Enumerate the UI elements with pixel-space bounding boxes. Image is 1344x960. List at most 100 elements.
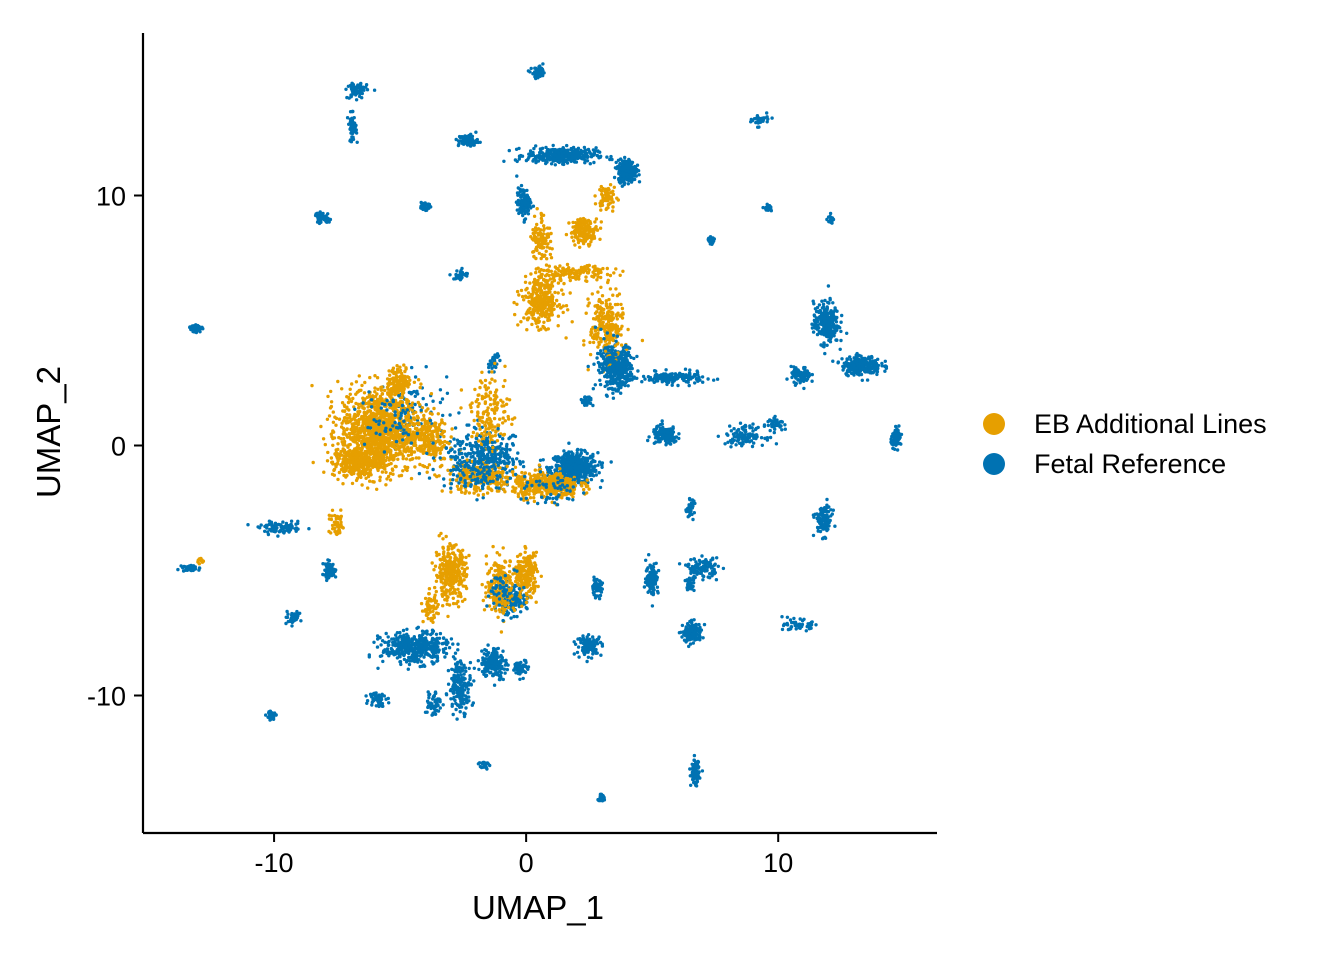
data-point — [596, 463, 600, 467]
data-point — [354, 93, 358, 97]
data-point — [446, 668, 451, 673]
data-point — [739, 433, 744, 437]
data-point — [600, 642, 604, 646]
data-point — [742, 435, 747, 439]
data-point — [689, 618, 694, 622]
data-point — [490, 651, 494, 655]
data-point — [591, 649, 595, 653]
data-point — [671, 426, 675, 431]
data-point — [416, 625, 420, 629]
data-point — [687, 377, 691, 381]
data-point — [579, 448, 584, 452]
data-point — [360, 96, 364, 100]
data-point — [577, 655, 581, 659]
data-point — [477, 667, 481, 672]
data-point — [628, 370, 633, 374]
data-point — [564, 153, 568, 158]
data-point — [636, 169, 641, 173]
data-point — [812, 313, 816, 317]
data-point — [626, 384, 630, 388]
data-point — [736, 427, 741, 432]
data-point — [520, 210, 524, 215]
data-point — [480, 662, 484, 667]
data-point — [651, 570, 655, 574]
data-point — [894, 424, 898, 429]
data-point — [691, 777, 695, 782]
data-point — [811, 330, 816, 334]
data-point — [792, 380, 796, 384]
data-point — [532, 146, 536, 151]
data-point — [737, 437, 741, 442]
data-point — [627, 165, 632, 170]
data-point — [693, 381, 697, 385]
data-point — [436, 645, 440, 649]
data-point — [818, 529, 823, 534]
data-point — [650, 604, 655, 608]
data-point — [754, 433, 759, 437]
data-point — [593, 383, 597, 387]
data-point — [544, 145, 548, 150]
data-point — [613, 371, 617, 376]
data-point — [452, 437, 456, 441]
data-point — [712, 378, 716, 382]
data-point — [652, 369, 657, 373]
data-point — [662, 429, 666, 433]
data-point — [398, 652, 402, 656]
data-point — [510, 433, 515, 438]
data-point — [518, 459, 522, 464]
data-point — [459, 673, 463, 677]
data-point — [611, 396, 616, 400]
data-point — [792, 369, 797, 373]
data-point — [347, 122, 351, 127]
data-point — [459, 705, 464, 709]
data-point — [645, 577, 650, 582]
data-point — [557, 160, 561, 165]
data-point — [691, 641, 695, 645]
data-point — [714, 578, 719, 582]
data-point — [515, 614, 519, 619]
data-point — [634, 174, 638, 178]
data-point — [457, 678, 462, 682]
data-point — [552, 152, 556, 157]
data-point — [464, 669, 468, 673]
data-point — [597, 597, 602, 601]
data-point — [883, 359, 887, 363]
data-point — [665, 435, 670, 439]
data-point — [655, 585, 660, 589]
data-point — [380, 639, 385, 643]
data-point — [533, 70, 537, 74]
data-point — [448, 413, 452, 417]
data-point — [350, 109, 355, 114]
data-point — [627, 366, 632, 370]
data-point — [889, 440, 893, 444]
data-point — [768, 435, 773, 440]
data-point — [585, 635, 589, 639]
data-point — [508, 448, 512, 452]
data-point — [643, 377, 647, 381]
data-point — [459, 661, 463, 665]
data-point — [474, 440, 478, 445]
data-point — [632, 356, 636, 361]
data-point — [599, 590, 604, 594]
data-point — [350, 93, 354, 97]
data-point — [677, 562, 682, 566]
data-point — [631, 376, 635, 380]
data-point — [685, 622, 690, 626]
data-point — [498, 461, 502, 465]
data-point — [640, 380, 644, 384]
data-point — [621, 178, 625, 182]
data-point — [501, 649, 505, 653]
data-point — [645, 567, 649, 571]
data-point — [660, 433, 665, 438]
data-point — [836, 361, 840, 365]
data-point — [623, 155, 627, 160]
data-point — [358, 91, 363, 95]
data-point — [413, 394, 417, 398]
data-point — [515, 174, 519, 178]
data-point — [751, 433, 755, 438]
data-point — [414, 656, 419, 661]
data-point — [512, 614, 516, 619]
data-point — [789, 364, 793, 369]
data-point — [661, 378, 665, 382]
data-point — [519, 610, 523, 614]
